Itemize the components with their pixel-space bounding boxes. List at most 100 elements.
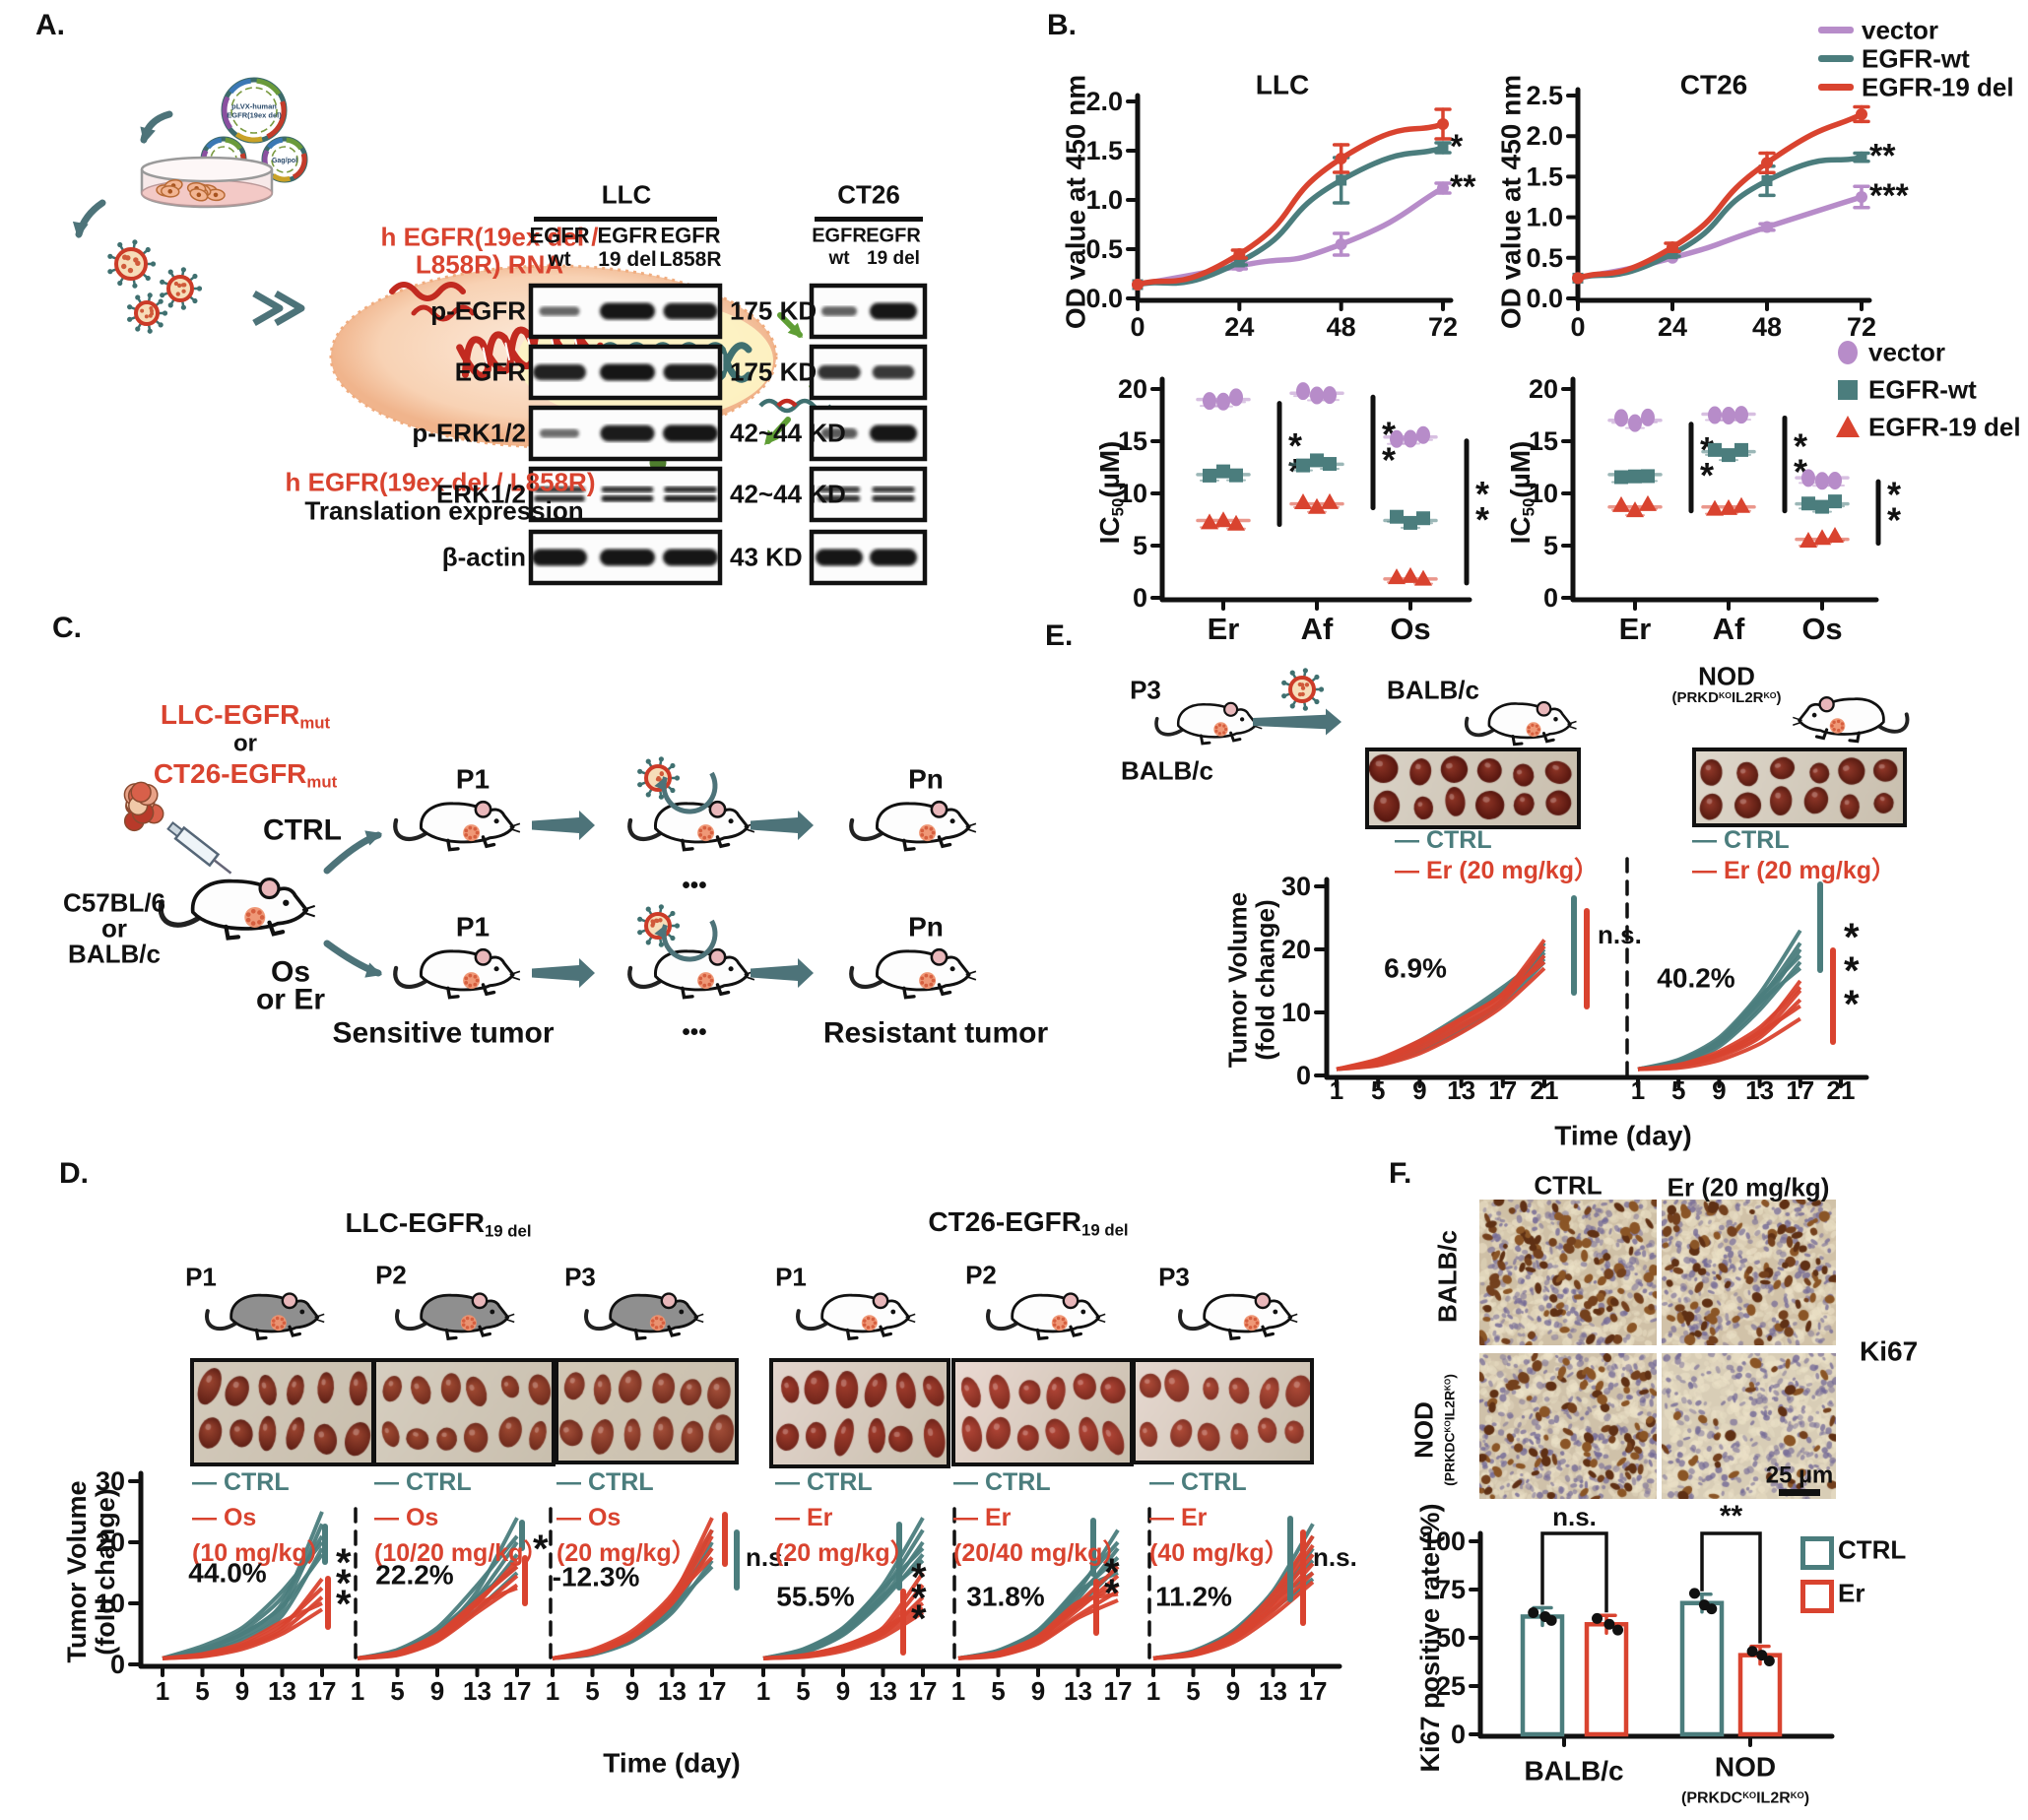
e-p3-label: P3	[1130, 675, 1161, 705]
svg-text:0: 0	[1543, 583, 1558, 613]
mouse-icon	[393, 800, 521, 852]
d-llc-title: LLC-EGFR19 del	[345, 1206, 532, 1241]
tumor-spot	[649, 1315, 666, 1332]
tumor-spot	[919, 824, 937, 842]
kd-label: 42~44 KD	[730, 479, 846, 509]
svg-text:50: 50	[1436, 1623, 1466, 1653]
arrow-icon	[751, 958, 814, 988]
legend-egfr19del-label: EGFR-19 del	[1862, 72, 2014, 102]
svg-text:72: 72	[1847, 312, 1876, 342]
mouse-icon	[158, 878, 316, 941]
cycle-arrow-icon	[661, 919, 718, 962]
translation-label-black: Translation expression	[304, 495, 584, 526]
svg-text:1: 1	[1146, 1676, 1160, 1706]
tumor-spot	[1243, 1315, 1260, 1332]
svg-text:1: 1	[546, 1676, 559, 1706]
tumor-spot	[697, 824, 715, 842]
d-legend-ctrl: — CTRL	[374, 1468, 472, 1496]
f-xcat-nod: NOD	[1714, 1751, 1777, 1783]
d-legend-dose: (20 mg/kg）	[775, 1539, 915, 1567]
svg-text:1: 1	[951, 1676, 965, 1706]
svg-text:*: *	[1887, 499, 1901, 540]
rna-label-line2: L858R) RNA	[415, 249, 564, 280]
strain-line1: C57BL/6	[62, 887, 166, 918]
svg-text:Os: Os	[1801, 612, 1842, 646]
svg-text:10: 10	[1529, 479, 1558, 508]
mouse-icon	[796, 1292, 916, 1340]
svg-text:0: 0	[1451, 1720, 1466, 1749]
svg-text:10: 10	[96, 1589, 125, 1618]
svg-text:9: 9	[1031, 1676, 1045, 1706]
svg-text:0: 0	[1296, 1061, 1311, 1090]
translation-label-red: h EGFR(19ex del / L858R)	[285, 467, 596, 497]
mouse-icon	[1154, 701, 1263, 746]
svg-text:72: 72	[1428, 312, 1458, 342]
svg-text:25: 25	[1436, 1671, 1466, 1701]
svg-text:1.0: 1.0	[1526, 203, 1563, 232]
svg-text:17: 17	[308, 1676, 337, 1706]
e-ylabel-line2: (fold change)	[1250, 899, 1280, 1061]
blot-lane-label: 19 del	[598, 248, 657, 272]
f-row-nod: NOD	[1408, 1401, 1439, 1459]
d-passage-label: P2	[965, 1260, 997, 1290]
svg-text:0.0: 0.0	[1526, 284, 1563, 313]
tumor-spot	[1526, 722, 1541, 738]
svg-text:9: 9	[1226, 1676, 1240, 1706]
d-legend-drug: — Er	[1149, 1504, 1208, 1531]
ct26-ic50-ylabel: IC50(µM)	[1504, 440, 1538, 545]
svg-text:Af: Af	[1301, 612, 1334, 646]
svg-text:5: 5	[195, 1676, 209, 1706]
f-scalebar	[1779, 1489, 1820, 1496]
mouse-icon	[849, 947, 977, 1000]
svg-text:2.0: 2.0	[1526, 121, 1563, 151]
svg-text:1: 1	[156, 1676, 169, 1706]
svg-text:30: 30	[96, 1466, 125, 1496]
svg-text:10: 10	[1281, 998, 1311, 1027]
blot-row-label: ERK1/2	[435, 479, 526, 509]
svg-text:5: 5	[1671, 1075, 1685, 1105]
svg-text:5: 5	[1543, 531, 1558, 560]
virus-icon	[637, 756, 681, 800]
tumor-photo-ct26-p3	[1132, 1358, 1314, 1464]
e-host2-genotype: (PRKDKOIL2RKO)	[1671, 689, 1782, 707]
blot-ct26-underline	[815, 217, 923, 222]
e-legend-er: — Er (20 mg/kg）	[1692, 857, 1897, 884]
svg-text:Er: Er	[1619, 612, 1652, 646]
svg-text:*: *	[533, 1528, 549, 1571]
svg-text:*: *	[1887, 474, 1901, 514]
svg-text:*: *	[1700, 455, 1714, 495]
f-xcat-balbc: BALB/c	[1524, 1755, 1624, 1787]
blot-ct26-title: CT26	[837, 179, 900, 210]
blot-lane-label: EGFR	[812, 225, 867, 247]
svg-text:*: *	[911, 1577, 927, 1620]
blot-lane-label: wt	[548, 248, 571, 272]
e-host1-label: BALB/c	[1387, 675, 1479, 705]
svg-text:5: 5	[1371, 1075, 1385, 1105]
svg-text:75: 75	[1436, 1575, 1466, 1604]
d-passage-label: P2	[375, 1260, 407, 1290]
mouse-icon	[395, 1292, 515, 1340]
svg-text:*: *	[1794, 426, 1807, 467]
f-col-ctrl: CTRL	[1534, 1170, 1603, 1201]
tumor-spot	[1051, 1315, 1068, 1332]
svg-text:10: 10	[1118, 479, 1147, 508]
svg-text:9: 9	[836, 1676, 850, 1706]
svg-text:Af: Af	[1713, 612, 1745, 646]
virus-icon	[107, 239, 157, 289]
arrow-icon	[532, 958, 595, 988]
mouse-icon	[205, 1292, 325, 1340]
svg-text:13: 13	[463, 1676, 491, 1706]
e-pct-label: 40.2%	[1657, 962, 1735, 994]
mouse-icon	[627, 947, 755, 1000]
tumor-spot	[270, 1315, 287, 1332]
f-ylabel: Ki67 positive rate (%)	[1414, 1503, 1445, 1773]
svg-text:0: 0	[110, 1650, 125, 1679]
d-legend-drug: — Os	[374, 1504, 439, 1531]
panel-e-label: E.	[1045, 619, 1074, 652]
svg-text:13: 13	[869, 1676, 897, 1706]
tumor-photo-llc-p2	[372, 1358, 556, 1466]
ihc-balbc-ctrl	[1479, 1200, 1657, 1345]
d-legend-dose: (10 mg/kg）	[192, 1539, 332, 1567]
